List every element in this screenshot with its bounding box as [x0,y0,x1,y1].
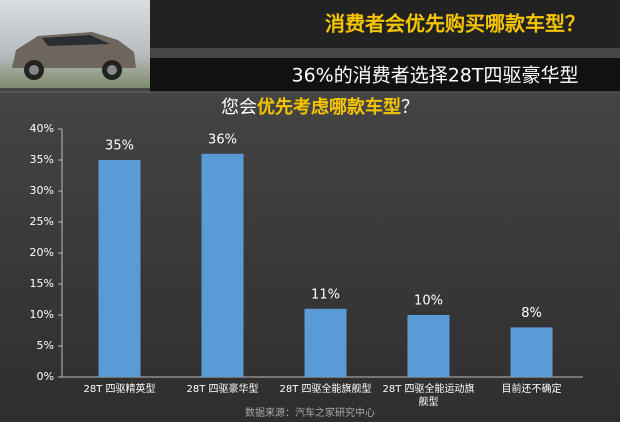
value-label: 8% [521,306,542,321]
value-label: 10% [414,294,443,309]
bar [201,153,244,377]
y-tick-label: 20% [30,246,54,259]
x-tick-label: 28T 四驱精英型 [83,384,156,395]
header-subtitle: 36%的消费者选择28T四驱豪华型 [291,65,578,87]
y-tick-label: 0% [37,370,54,383]
x-tick-label: 28T 四驱豪华型 [186,384,259,395]
subtitle-band [150,58,620,92]
chart-title-part: 优先考虑哪款车型 [257,96,401,118]
value-label: 35% [105,139,134,154]
value-label: 11% [311,287,340,302]
y-tick-label: 10% [30,308,54,321]
x-tick-label: 28T 四驱全能旗舰型 [279,384,372,395]
header-title: 消费者会优先购买哪款车型？ [325,12,585,36]
y-tick-label: 15% [30,277,54,290]
chart-title-part: ？ [401,97,419,118]
y-tick-label: 35% [30,153,54,166]
bar [98,160,141,377]
source: 数据来源：汽车之家研究中心 [245,406,375,419]
y-tick-label: 25% [30,215,54,228]
chart-title: 您会优先考虑哪款车型？ [221,96,419,118]
bar [407,315,450,377]
car-photo [0,0,150,88]
y-tick-label: 5% [37,339,54,352]
value-label: 36% [208,132,237,147]
chart-title-part: 您会 [221,97,257,118]
y-tick-label: 30% [30,184,54,197]
bar [510,327,553,377]
x-tick-label: 28T 四驱全能运动旗舰型 [382,384,475,408]
bar [304,308,347,377]
y-tick-label: 40% [30,122,54,135]
x-tick-label: 目前还不确定 [501,384,562,395]
